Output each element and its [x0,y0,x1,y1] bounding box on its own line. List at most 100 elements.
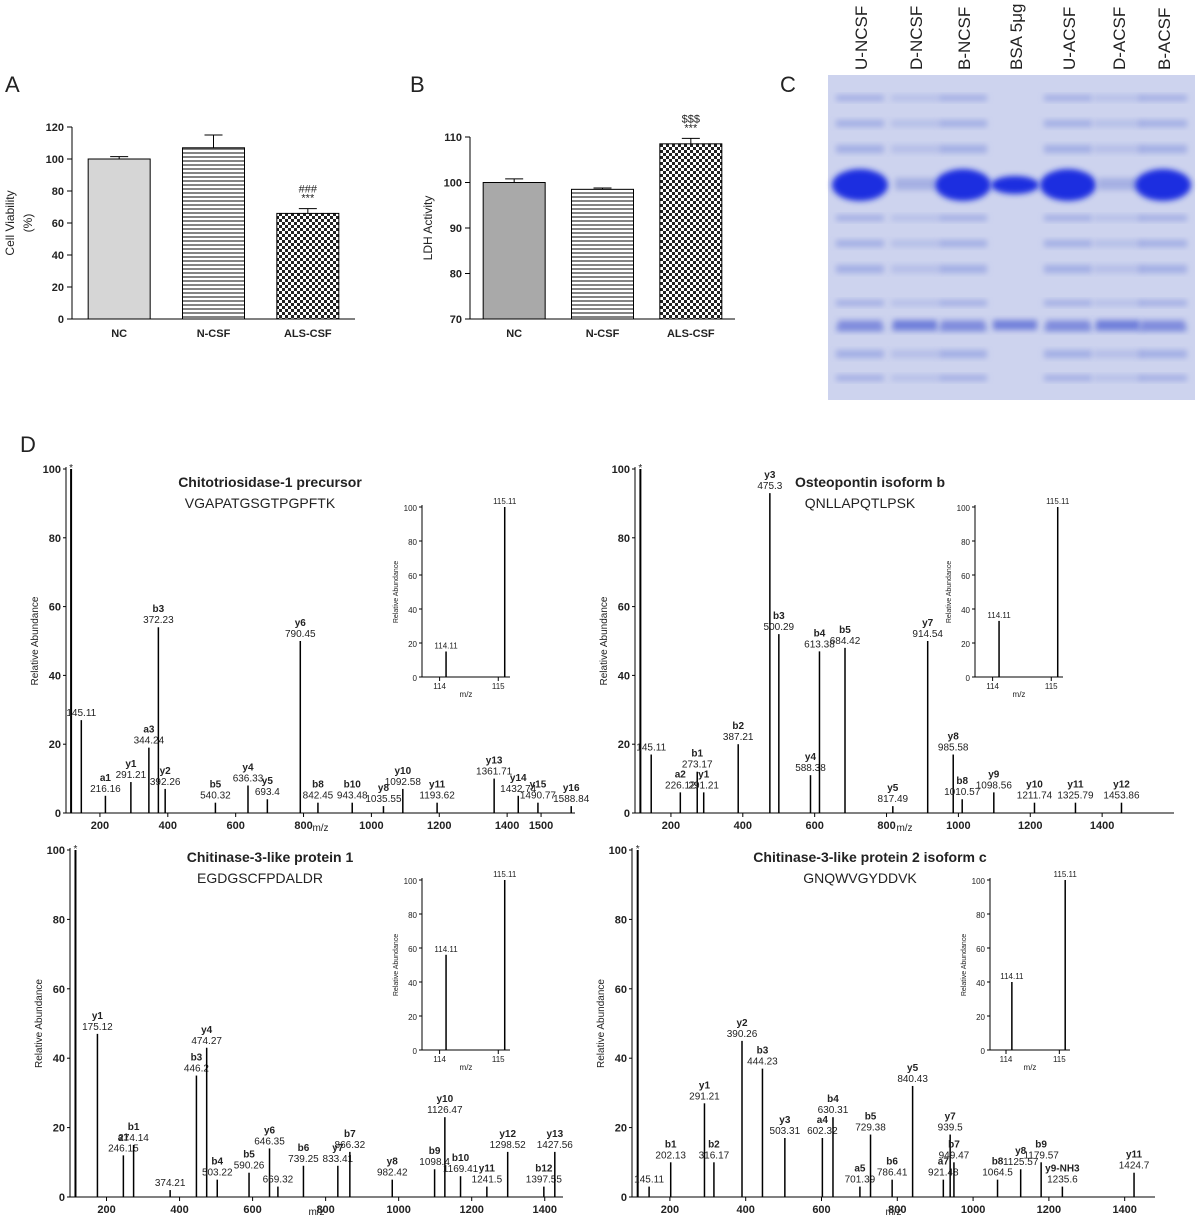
lane-label: D-NCSF [907,6,926,70]
peak-ion: y13 [486,756,503,767]
x-tick-label: 1000 [386,1204,410,1216]
y-tick-label: 40 [408,979,417,988]
peak-mz: 114.11 [434,642,458,651]
gel-band [1139,145,1187,153]
peak-mz: 1235.6 [1047,1175,1078,1186]
y-tick-label: 90 [450,223,462,235]
peak-mz: 921.48 [928,1168,959,1179]
x-tick-label: 115 [1053,1055,1066,1064]
peak-mz: 1064.5 [982,1168,1013,1179]
y-tick-label: 80 [450,269,462,281]
peak-mz: 1179.57 [1023,1150,1059,1161]
peak-mz: 1010.57 [944,787,981,798]
gel-band [838,320,882,330]
peak-ion: y4 [805,752,817,763]
peak-mz: 446.2 [184,1064,209,1075]
y-tick-label: 60 [618,602,630,614]
x-tick-label: 115 [492,682,505,691]
gel-band [836,350,884,358]
peak-ion: y2 [160,766,172,777]
peak-ion: y11 [1067,780,1084,791]
peak-mz: 739.25 [288,1154,319,1165]
gel-band [1094,95,1142,101]
y-tick-label: 0 [59,1192,65,1204]
peak-mz: 1098.56 [976,780,1013,791]
peak-ion: y12 [499,1129,516,1140]
peak-ion: b9 [429,1146,441,1157]
reporter-label: * [74,844,78,855]
x-tick-label: ALS-CSF [667,328,715,340]
peak-ion: y8 [948,732,960,743]
peak-mz: 387.21 [723,732,754,743]
peak-ion: b1 [691,749,703,760]
x-tick-label: 1200 [427,820,451,832]
peak-ion: y1 [698,769,710,780]
gel-band [893,320,937,330]
y-tick-label: 100 [609,845,627,857]
gel-band [836,120,884,127]
peptide: GNQWVGYDDVK [803,870,917,886]
peak-ion: a3 [143,725,155,736]
peak-mz: 669.32 [263,1175,294,1186]
x-tick-label: 1400 [495,820,519,832]
peak-mz: 1098.4 [419,1157,450,1168]
x-tick-label: 400 [734,820,752,832]
peak-ion: y7 [945,1112,957,1123]
gel-band [1094,300,1142,306]
y-tick-label: 100 [957,504,971,513]
gel-band [836,145,884,153]
x-tick-label: 200 [97,1204,115,1216]
peak-ion: b7 [344,1129,356,1140]
lane-label: B-ACSF [1155,8,1174,70]
y-tick-label: 0 [413,674,418,683]
peak-ion: y4 [242,762,254,773]
error-bar [204,134,223,148]
y-tick-label: 100 [444,178,462,190]
panel-label: C [780,72,796,97]
y-tick-label: 80 [49,533,61,545]
y-tick-label: 0 [58,314,64,326]
y-tick-label: 20 [618,739,630,751]
y-tick-label: 20 [53,1123,65,1135]
peak-mz: 1092.58 [385,777,422,788]
gel-band [939,120,987,127]
peak-mz: 1588.84 [553,794,590,805]
gel-band [1044,145,1092,153]
gel-band [939,95,987,101]
peak-mz: 392.26 [150,777,181,788]
peak-mz: 246.15 [108,1143,139,1154]
peak-ion: y3 [779,1115,791,1126]
y-tick-label: 60 [53,984,65,996]
gel-band [1139,265,1187,273]
lane-label: D-ACSF [1110,7,1129,70]
x-tick-label: 800 [294,820,312,832]
peak-mz: 291.21 [689,1091,720,1102]
gel-band [1044,240,1092,247]
peak-ion: y15 [530,780,547,791]
peak-mz: 145.11 [634,1175,664,1186]
peak-mz: 500.29 [764,622,795,633]
gel-band [1094,145,1142,153]
gel-band [939,300,987,306]
peak-ion: b3 [153,604,165,615]
peak-ion: y1 [125,759,137,770]
y-tick-label: 40 [961,606,970,615]
peak-ion: y14 [510,773,527,784]
peak-ion: y9-NH3 [1045,1164,1080,1175]
peak-mz: 613.38 [804,639,835,650]
gel-band [1094,240,1142,247]
peak-ion: a4 [817,1115,829,1126]
peak-ion: y5 [262,776,274,787]
y-axis-label: Relative Abundance [30,596,41,685]
gel-band [1098,178,1138,190]
peak-mz: 1427.56 [537,1140,574,1151]
x-tick-label: 400 [737,1204,755,1216]
x-axis-label: m/z [460,690,473,699]
peak-mz: 840.43 [897,1074,928,1085]
peak-mz: 590.26 [234,1161,265,1172]
gel-band [939,375,987,381]
y-tick-label: 110 [444,132,462,144]
lane-label: B-NCSF [955,7,974,70]
spectrum-title: Chitinase-3-like protein 1 [187,849,354,865]
gel-band [1139,120,1187,127]
